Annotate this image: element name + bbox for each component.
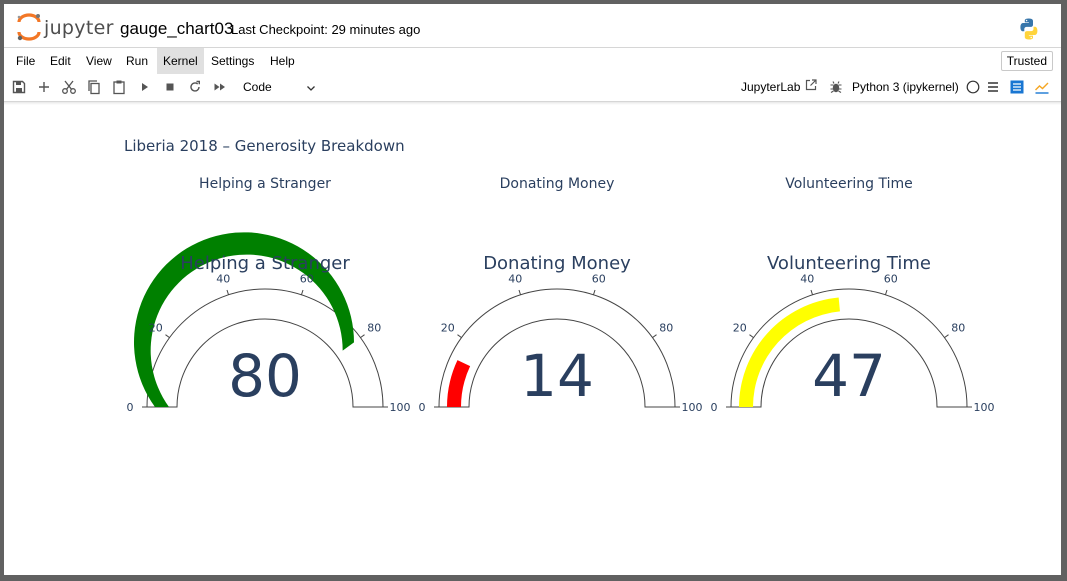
gauge-tick <box>457 334 462 339</box>
kernel-name[interactable]: Python 3 (ipykernel) <box>852 80 959 94</box>
open-jupyterlab-link[interactable]: JupyterLab <box>741 80 801 94</box>
gauge-tick <box>300 289 304 295</box>
gauge-value: 14 <box>520 342 594 410</box>
gauge-tick-label: 60 <box>884 273 898 286</box>
gauge-tick <box>749 334 754 339</box>
stop-icon <box>166 83 174 91</box>
restart-run-all-button[interactable] <box>212 79 228 95</box>
checkpoint-status: Last Checkpoint: 29 minutes ago <box>231 22 421 37</box>
menu-icon[interactable] <box>985 79 1001 95</box>
gauge-tick-label: 40 <box>800 273 814 286</box>
gauge-tick-label: 100 <box>682 401 703 414</box>
trusted-indicator[interactable]: Trusted <box>1000 51 1053 71</box>
gauge-tick <box>944 334 949 339</box>
table-of-contents-icon[interactable] <box>1009 79 1025 95</box>
cell-output: Liberia 2018 – Generosity Breakdown Help… <box>4 104 1061 575</box>
menu-view[interactable]: View <box>86 54 112 68</box>
gauge-tick-label: 0 <box>419 401 426 414</box>
add-cell-icon <box>39 82 49 92</box>
jupyter-logo-icon <box>17 13 41 41</box>
notebook-window: jupyter gauge_chart03 Last Checkpoint: 2… <box>4 4 1061 575</box>
jupyter-logo[interactable]: jupyter <box>14 12 114 42</box>
gauge-tick-label: 0 <box>711 401 718 414</box>
gauge-value: 80 <box>228 342 302 410</box>
debugger-button[interactable] <box>828 79 844 95</box>
menu-kernel[interactable]: Kernel <box>157 48 204 74</box>
gauge-tick-label: 100 <box>974 401 995 414</box>
chevron-down-icon[interactable] <box>305 81 317 93</box>
cut-icon <box>62 80 76 94</box>
gauge-tick <box>810 289 814 295</box>
notebook-name[interactable]: gauge_chart03 <box>120 19 234 38</box>
bug-icon <box>830 81 842 93</box>
gauge-tick-label: 60 <box>300 273 314 286</box>
toolbar-divider <box>4 102 1061 105</box>
menu-help[interactable]: Help <box>270 54 295 68</box>
gauge-chart: 0 20 40 60 80 100 Helping a Stranger 80 0 20 40 60 8… <box>127 232 995 414</box>
gauge-value: 47 <box>812 342 886 410</box>
gauge-outline <box>438 288 676 408</box>
gauge-tick-label: 100 <box>390 401 411 414</box>
gauge-tick <box>226 289 230 295</box>
jupyter-logo-text: jupyter <box>44 17 114 39</box>
run-icon <box>142 83 148 91</box>
subplot-title-donating: Donating Money <box>499 176 615 192</box>
stop-button[interactable] <box>162 79 178 95</box>
gauge-value-bar <box>739 297 840 407</box>
menu-settings[interactable]: Settings <box>211 54 255 68</box>
property-inspector-icon[interactable] <box>1034 79 1050 95</box>
notebook-header: jupyter gauge_chart03 Last Checkpoint: 2… <box>4 4 1061 48</box>
menu-file[interactable]: File <box>16 54 36 68</box>
gauge-tick-label: 0 <box>127 401 134 414</box>
menu-edit[interactable]: Edit <box>50 54 71 68</box>
run-button[interactable] <box>137 79 153 95</box>
gauge-tick-label: 60 <box>592 273 606 286</box>
cell-type-select[interactable]: Code <box>243 80 272 94</box>
gauge-tick-label: 20 <box>441 322 455 335</box>
restart-icon <box>190 80 200 92</box>
gauge-value-bar <box>133 232 354 407</box>
subplot-title-helping: Helping a Stranger <box>199 176 331 192</box>
fast-forward-icon <box>214 83 225 91</box>
gauge-value-bar <box>447 360 471 407</box>
gauge-title: Donating Money <box>483 253 631 274</box>
paste-icon <box>113 80 125 95</box>
gauge-tick-label: 80 <box>951 322 965 335</box>
restart-button[interactable] <box>187 79 203 95</box>
gauge-tick <box>518 289 522 295</box>
gauge-tick <box>884 289 888 295</box>
external-link-icon[interactable] <box>804 78 820 94</box>
menu-run[interactable]: Run <box>126 54 149 68</box>
gauge-tick-label: 80 <box>659 322 673 335</box>
cut-button[interactable] <box>61 79 77 95</box>
gauge-tick <box>360 334 365 339</box>
save-icon <box>12 80 26 94</box>
gauge-tick-label: 20 <box>733 322 747 335</box>
copy-button[interactable] <box>86 79 102 95</box>
python-logo-icon <box>1017 17 1041 41</box>
add-cell-button[interactable] <box>36 79 52 95</box>
menubar: File Edit View Run Kernel Settings Help … <box>4 47 1061 75</box>
kernel-status-icon <box>965 79 981 95</box>
gauge-tick <box>652 334 657 339</box>
gauge-tick <box>592 289 596 295</box>
gauge-tick-label: 80 <box>367 322 381 335</box>
paste-button[interactable] <box>111 79 127 95</box>
copy-icon <box>88 80 100 95</box>
subplot-title-volunteering: Volunteering Time <box>785 176 913 192</box>
gauge-outline <box>146 288 384 408</box>
gauge-tick-label: 20 <box>149 322 163 335</box>
notebook-toolbar: Code JupyterLab Python 3 (ipykernel) <box>4 74 1061 102</box>
figure-title: Liberia 2018 – Generosity Breakdown <box>124 137 405 155</box>
gauge-tick <box>165 334 170 339</box>
gauge-tick-label: 40 <box>508 273 522 286</box>
gauge-tick-label: 40 <box>216 273 230 286</box>
gauge-title: Helping a Stranger <box>180 253 350 274</box>
gauge-title: Volunteering Time <box>767 253 931 274</box>
save-button[interactable] <box>11 79 27 95</box>
